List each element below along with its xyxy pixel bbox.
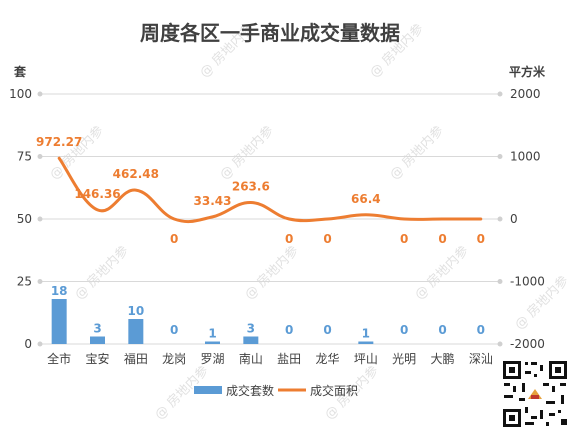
line-value-label: 972.27 [36,135,82,149]
line-value-label: 0 [170,232,178,246]
x-axis: 全市 宝安 福田 龙岗 罗湖 南山 盐田 龙华 坪山 光明 大鹏 深汕 [47,351,493,366]
y-right-tick-label: -1000 [510,275,545,289]
grid-marker [37,154,43,159]
bar-value-label: 0 [170,323,178,337]
left-axis: 0 25 50 75 100 [9,87,32,351]
x-tick-label: 龙华 [315,352,339,366]
bar-value-label: 0 [285,323,293,337]
line-value-label: 0 [323,232,331,246]
bar-value-label: 0 [477,323,485,337]
bar-series [51,299,374,344]
watermark-text: @ 房地内参 [217,123,277,183]
y-left-tick-label: 50 [17,212,32,226]
bar-value-label: 1 [362,327,370,341]
grid-marker [37,279,43,284]
legend-label-line: 成交面积 [310,383,358,398]
grid-marker [37,216,43,222]
x-tick-label: 龙岗 [162,352,186,366]
bar-value-label: 0 [323,323,331,337]
y-left-tick-label: 75 [17,150,32,164]
grid-marker [37,341,43,347]
y-right-tick-label: 0 [510,212,518,226]
watermark-text: @ 房地内参 [387,123,447,183]
line-value-label: 462.48 [113,167,159,181]
line-value-label: 0 [285,232,293,246]
line-value-label: 33.43 [194,194,232,208]
chart-title: 周度各区一手商业成交量数据 [140,21,400,45]
x-tick-label: 南山 [239,351,263,366]
line-value-label: 146.36 [74,187,120,201]
bar-value-label: 18 [51,284,68,298]
grid-marker [497,154,503,159]
grid-marker [497,341,503,347]
grid-marker [497,216,503,222]
bar-value-label: 0 [438,323,446,337]
line-value-label: 0 [477,232,485,246]
right-axis: -2000 -1000 0 1000 2000 [510,87,545,351]
line-value-label: 0 [400,232,408,246]
line-value-label: 263.6 [232,180,270,194]
watermark-text: @ 房地内参 [412,243,472,303]
right-axis-unit: 平方米 [509,64,546,79]
y-right-tick-label: 1000 [510,150,541,164]
x-tick-label: 福田 [124,351,148,366]
x-tick-label: 光明 [392,352,416,366]
y-left-tick-label: 100 [9,87,32,101]
legend: 成交套数 成交面积 [194,383,358,398]
bar [205,341,220,344]
bar [128,319,144,344]
line-value-label: 66.4 [351,192,381,206]
bar [90,336,105,344]
bar-value-label: 0 [400,323,408,337]
grid-marker [37,91,43,97]
line-value-label: 0 [438,232,446,246]
line-series [57,156,483,224]
watermark-text: @ 房地内参 [242,243,302,303]
y-left-tick-label: 0 [24,337,32,351]
x-tick-label: 全市 [47,351,71,366]
x-tick-label: 坪山 [354,352,378,366]
bar-value-label: 3 [247,322,255,336]
grid-marker [497,91,503,97]
bar [243,336,259,344]
line-path [57,156,483,224]
x-tick-label: 盐田 [277,352,301,366]
left-axis-unit: 套 [13,64,27,79]
x-tick-label: 宝安 [85,351,109,366]
legend-label-bars: 成交套数 [226,383,274,398]
bar [51,299,67,344]
bar-value-label: 10 [127,304,144,318]
bar [358,341,374,344]
x-tick-label: 大鹏 [430,352,454,366]
legend-swatch-bars [194,386,222,394]
bar-value-label: 3 [93,322,101,336]
x-tick-label: 深汕 [469,352,493,366]
grid-lines [37,91,503,347]
watermark-text: @ 房地内参 [47,123,107,183]
y-right-tick-label: -2000 [510,337,545,351]
y-right-tick-label: 2000 [510,87,541,101]
bar-value-label: 1 [208,327,216,341]
qr-code-icon [500,358,570,430]
x-tick-label: 罗湖 [200,351,224,366]
grid-marker [497,279,503,284]
y-left-tick-label: 25 [17,275,32,289]
watermark-text: @ 房地内参 [72,243,132,303]
